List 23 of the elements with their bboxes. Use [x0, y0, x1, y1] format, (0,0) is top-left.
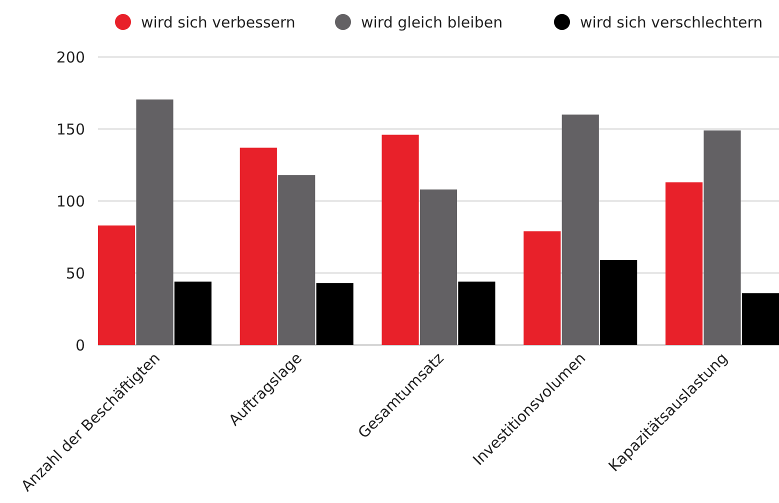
bar — [742, 293, 779, 345]
bar — [666, 182, 703, 345]
y-tick-label: 100 — [56, 192, 85, 210]
bar — [600, 260, 638, 345]
bar — [458, 282, 496, 345]
bar — [524, 231, 561, 345]
legend-label: wird gleich bleiben — [361, 13, 503, 32]
y-tick-label: 0 — [75, 336, 85, 354]
bar — [174, 282, 212, 345]
bar — [98, 225, 136, 345]
bar — [316, 283, 354, 345]
bar — [420, 189, 458, 345]
bar — [562, 114, 599, 345]
legend-label: wird sich verschlechtern — [580, 13, 763, 32]
bar — [704, 130, 741, 345]
bar — [136, 99, 174, 345]
y-tick-label: 50 — [66, 264, 85, 282]
y-tick-label: 200 — [56, 48, 85, 66]
bar — [240, 148, 277, 345]
bar — [278, 175, 316, 345]
y-tick-label: 150 — [56, 120, 85, 138]
bar — [382, 134, 419, 345]
legend-label: wird sich verbessern — [141, 13, 296, 32]
